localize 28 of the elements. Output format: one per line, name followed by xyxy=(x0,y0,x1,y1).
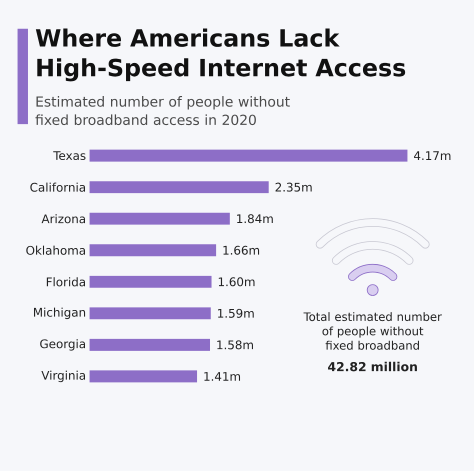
bar xyxy=(90,150,408,162)
y-tick-label: Oklahoma xyxy=(26,246,85,255)
chart-title: Where Americans Lack High-Speed Internet Access xyxy=(36,28,406,82)
y-tick-label: Arizona xyxy=(42,214,85,224)
bar xyxy=(90,212,230,225)
y-tick-label: Texas xyxy=(53,151,86,160)
chart-subtitle: Estimated number of people without fixed broadband access in 2020 xyxy=(35,96,290,126)
data-label: 1.84m xyxy=(237,214,273,224)
bar xyxy=(90,181,269,194)
data-label: 1.66m xyxy=(223,246,260,255)
bar xyxy=(90,307,211,320)
bar xyxy=(90,244,216,256)
y-tick-label: Georgia xyxy=(40,339,85,351)
data-label: 4.17m xyxy=(414,151,450,160)
y-tick-label: Florida xyxy=(46,277,85,286)
annotation: Total estimated number of people without fixed broadband xyxy=(304,312,442,350)
data-label: 1.59m xyxy=(218,308,254,318)
data-label: 1.60m xyxy=(218,277,255,286)
bar xyxy=(90,276,212,288)
annotation: 42.82 million xyxy=(328,362,417,372)
y-tick-label: Virginia xyxy=(41,370,86,382)
data-label: 1.58m xyxy=(217,340,253,350)
bar xyxy=(90,370,198,382)
y-tick-label: California xyxy=(30,182,86,192)
data-label: 2.35m xyxy=(276,182,312,192)
bar xyxy=(90,338,210,351)
y-tick-label: Michigan xyxy=(34,308,86,320)
data-label: 1.41m xyxy=(204,372,240,381)
